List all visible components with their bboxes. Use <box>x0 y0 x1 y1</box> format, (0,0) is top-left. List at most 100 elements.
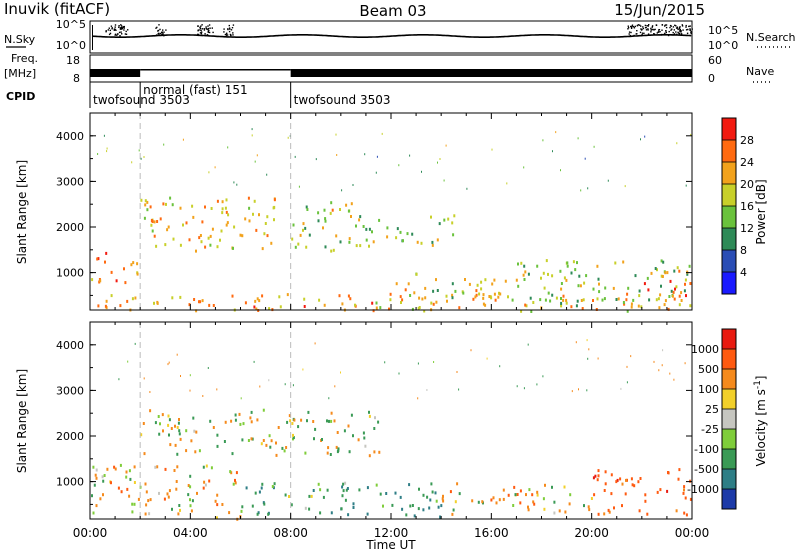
heatmap-cell <box>96 257 99 261</box>
heatmap-cell <box>149 391 151 393</box>
heatmap-cell <box>596 478 599 482</box>
power-bar-label: Power [dB] <box>754 179 768 244</box>
heatmap-cell <box>257 511 260 515</box>
heatmap-cell <box>275 453 278 457</box>
heatmap-cell <box>302 222 305 226</box>
power-panel <box>89 112 693 311</box>
nsky-point <box>200 29 202 32</box>
heatmap-cell <box>435 278 437 282</box>
heatmap-cell <box>458 306 461 310</box>
heatmap-cell <box>155 244 158 248</box>
heatmap-cell <box>117 486 120 490</box>
heatmap-cell <box>673 269 676 273</box>
heatmap-cell <box>674 287 676 291</box>
heatmap-cell <box>338 294 341 298</box>
nsky-point <box>120 27 122 29</box>
heatmap-cell <box>555 131 557 134</box>
heatmap-cell <box>310 494 313 498</box>
heatmap-cell <box>221 207 224 211</box>
heatmap-cell <box>305 205 308 209</box>
nsearch-label: N.Search <box>746 31 796 44</box>
heatmap-cell <box>268 379 270 382</box>
heatmap-cell <box>300 418 303 422</box>
heatmap-cell <box>626 365 628 368</box>
heatmap-cell <box>368 410 370 414</box>
heatmap-cell <box>185 221 188 225</box>
heatmap-cell <box>376 155 378 158</box>
heatmap-cell <box>585 274 588 278</box>
heatmap-cell <box>262 408 265 412</box>
heatmap-cell <box>458 388 460 391</box>
heatmap-cell <box>365 238 368 242</box>
heatmap-cell <box>481 500 484 504</box>
heatmap-cell <box>409 294 412 297</box>
nsky-point <box>680 30 682 32</box>
heatmap-cell <box>658 306 661 310</box>
heatmap-cell <box>590 497 593 500</box>
nsky-label: N.Sky <box>4 33 36 46</box>
nsky-point <box>125 30 127 33</box>
heatmap-cell <box>145 490 148 494</box>
heatmap-cell <box>598 290 601 294</box>
nsky-point <box>114 33 117 35</box>
heatmap-cell <box>178 504 181 507</box>
y-tick-label: 3000 <box>56 175 84 188</box>
heatmap-cell <box>596 264 599 268</box>
nsky-point <box>108 33 111 36</box>
heatmap-cell <box>432 302 435 306</box>
heatmap-cell <box>529 296 532 300</box>
heatmap-cell <box>583 281 586 285</box>
heatmap-cell <box>348 240 351 244</box>
heatmap-cell <box>303 297 306 301</box>
nsky-point <box>691 28 693 30</box>
y-tick-label: 4000 <box>56 130 84 143</box>
heatmap-cell <box>212 426 215 429</box>
power-bar-segment <box>722 118 736 140</box>
nsky-point <box>675 25 677 27</box>
heatmap-cell <box>241 234 244 238</box>
heatmap-cell <box>349 297 352 301</box>
heatmap-cell <box>379 306 382 310</box>
heatmap-cell <box>476 283 479 287</box>
heatmap-cell <box>560 304 563 308</box>
heatmap-cell <box>564 510 567 514</box>
nsky-point <box>650 29 653 31</box>
heatmap-cell <box>188 303 191 307</box>
heatmap-cell <box>637 480 640 484</box>
heatmap-cell <box>168 418 171 422</box>
nsky-tick-bottom: 10^0 <box>56 39 86 52</box>
heatmap-cell <box>531 493 534 497</box>
nsky-point <box>667 34 670 37</box>
heatmap-cell <box>621 504 623 508</box>
cpid-segment-label: twofsound 3503 <box>93 93 190 107</box>
heatmap-cell <box>271 485 274 488</box>
heatmap-cell <box>378 218 381 222</box>
heatmap-cell <box>230 419 233 423</box>
heatmap-cell <box>273 198 276 202</box>
freq-tick-bottom: 8 <box>73 72 80 85</box>
heatmap-cell <box>580 299 583 302</box>
heatmap-cell <box>389 292 392 296</box>
heatmap-cell <box>302 368 304 371</box>
heatmap-cell <box>411 232 414 236</box>
heatmap-cell <box>317 211 320 215</box>
heatmap-cell <box>634 274 637 278</box>
heatmap-cell <box>244 301 247 305</box>
heatmap-cell <box>164 243 167 247</box>
nsky-point <box>117 33 119 35</box>
heatmap-cell <box>345 488 348 492</box>
heatmap-cell <box>202 395 204 397</box>
heatmap-cell <box>312 420 315 423</box>
heatmap-cell <box>430 301 433 305</box>
heatmap-cell <box>359 215 362 219</box>
heatmap-cell <box>145 503 148 507</box>
heatmap-cell <box>436 238 439 242</box>
heatmap-cell <box>251 504 254 508</box>
heatmap-cell <box>201 220 204 224</box>
heatmap-cell <box>180 375 181 377</box>
nsky-point <box>686 32 689 34</box>
heatmap-cell <box>130 263 133 267</box>
nsky-point <box>230 34 232 36</box>
heatmap-cell <box>563 276 566 280</box>
velocity-ylabel: Slant Range [km] <box>15 369 29 473</box>
